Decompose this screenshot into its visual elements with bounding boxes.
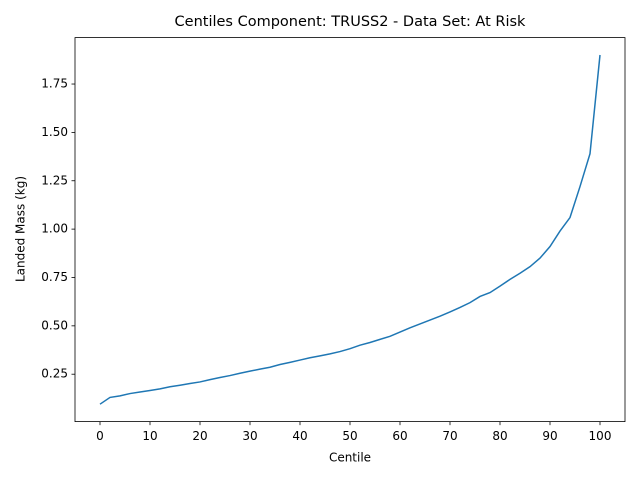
y-tick-label: 0.25	[41, 367, 68, 381]
x-tick-label: 70	[442, 429, 457, 443]
x-tick-label: 60	[392, 429, 407, 443]
chart-title: Centiles Component: TRUSS2 - Data Set: A…	[175, 14, 527, 30]
x-tick-label: 30	[242, 429, 257, 443]
y-tick-label: 0.50	[41, 318, 68, 332]
x-axis-label: Centile	[329, 451, 371, 465]
y-tick-label: 1.50	[41, 125, 68, 139]
y-tick-label: 0.75	[41, 270, 68, 284]
x-tick-label: 100	[589, 429, 612, 443]
x-tick-label: 0	[96, 429, 104, 443]
x-tick-label: 90	[542, 429, 557, 443]
y-tick-label: 1.00	[41, 222, 68, 236]
y-tick-label: 1.75	[41, 77, 68, 91]
data-line	[99, 54, 601, 405]
y-axis-label: Landed Mass (kg)	[14, 176, 28, 282]
x-tick-label: 20	[192, 429, 207, 443]
y-tick-label: 1.25	[41, 173, 68, 187]
x-tick-label: 10	[142, 429, 157, 443]
x-tick-label: 80	[492, 429, 507, 443]
x-tick-label: 40	[292, 429, 307, 443]
x-tick-label: 50	[342, 429, 357, 443]
